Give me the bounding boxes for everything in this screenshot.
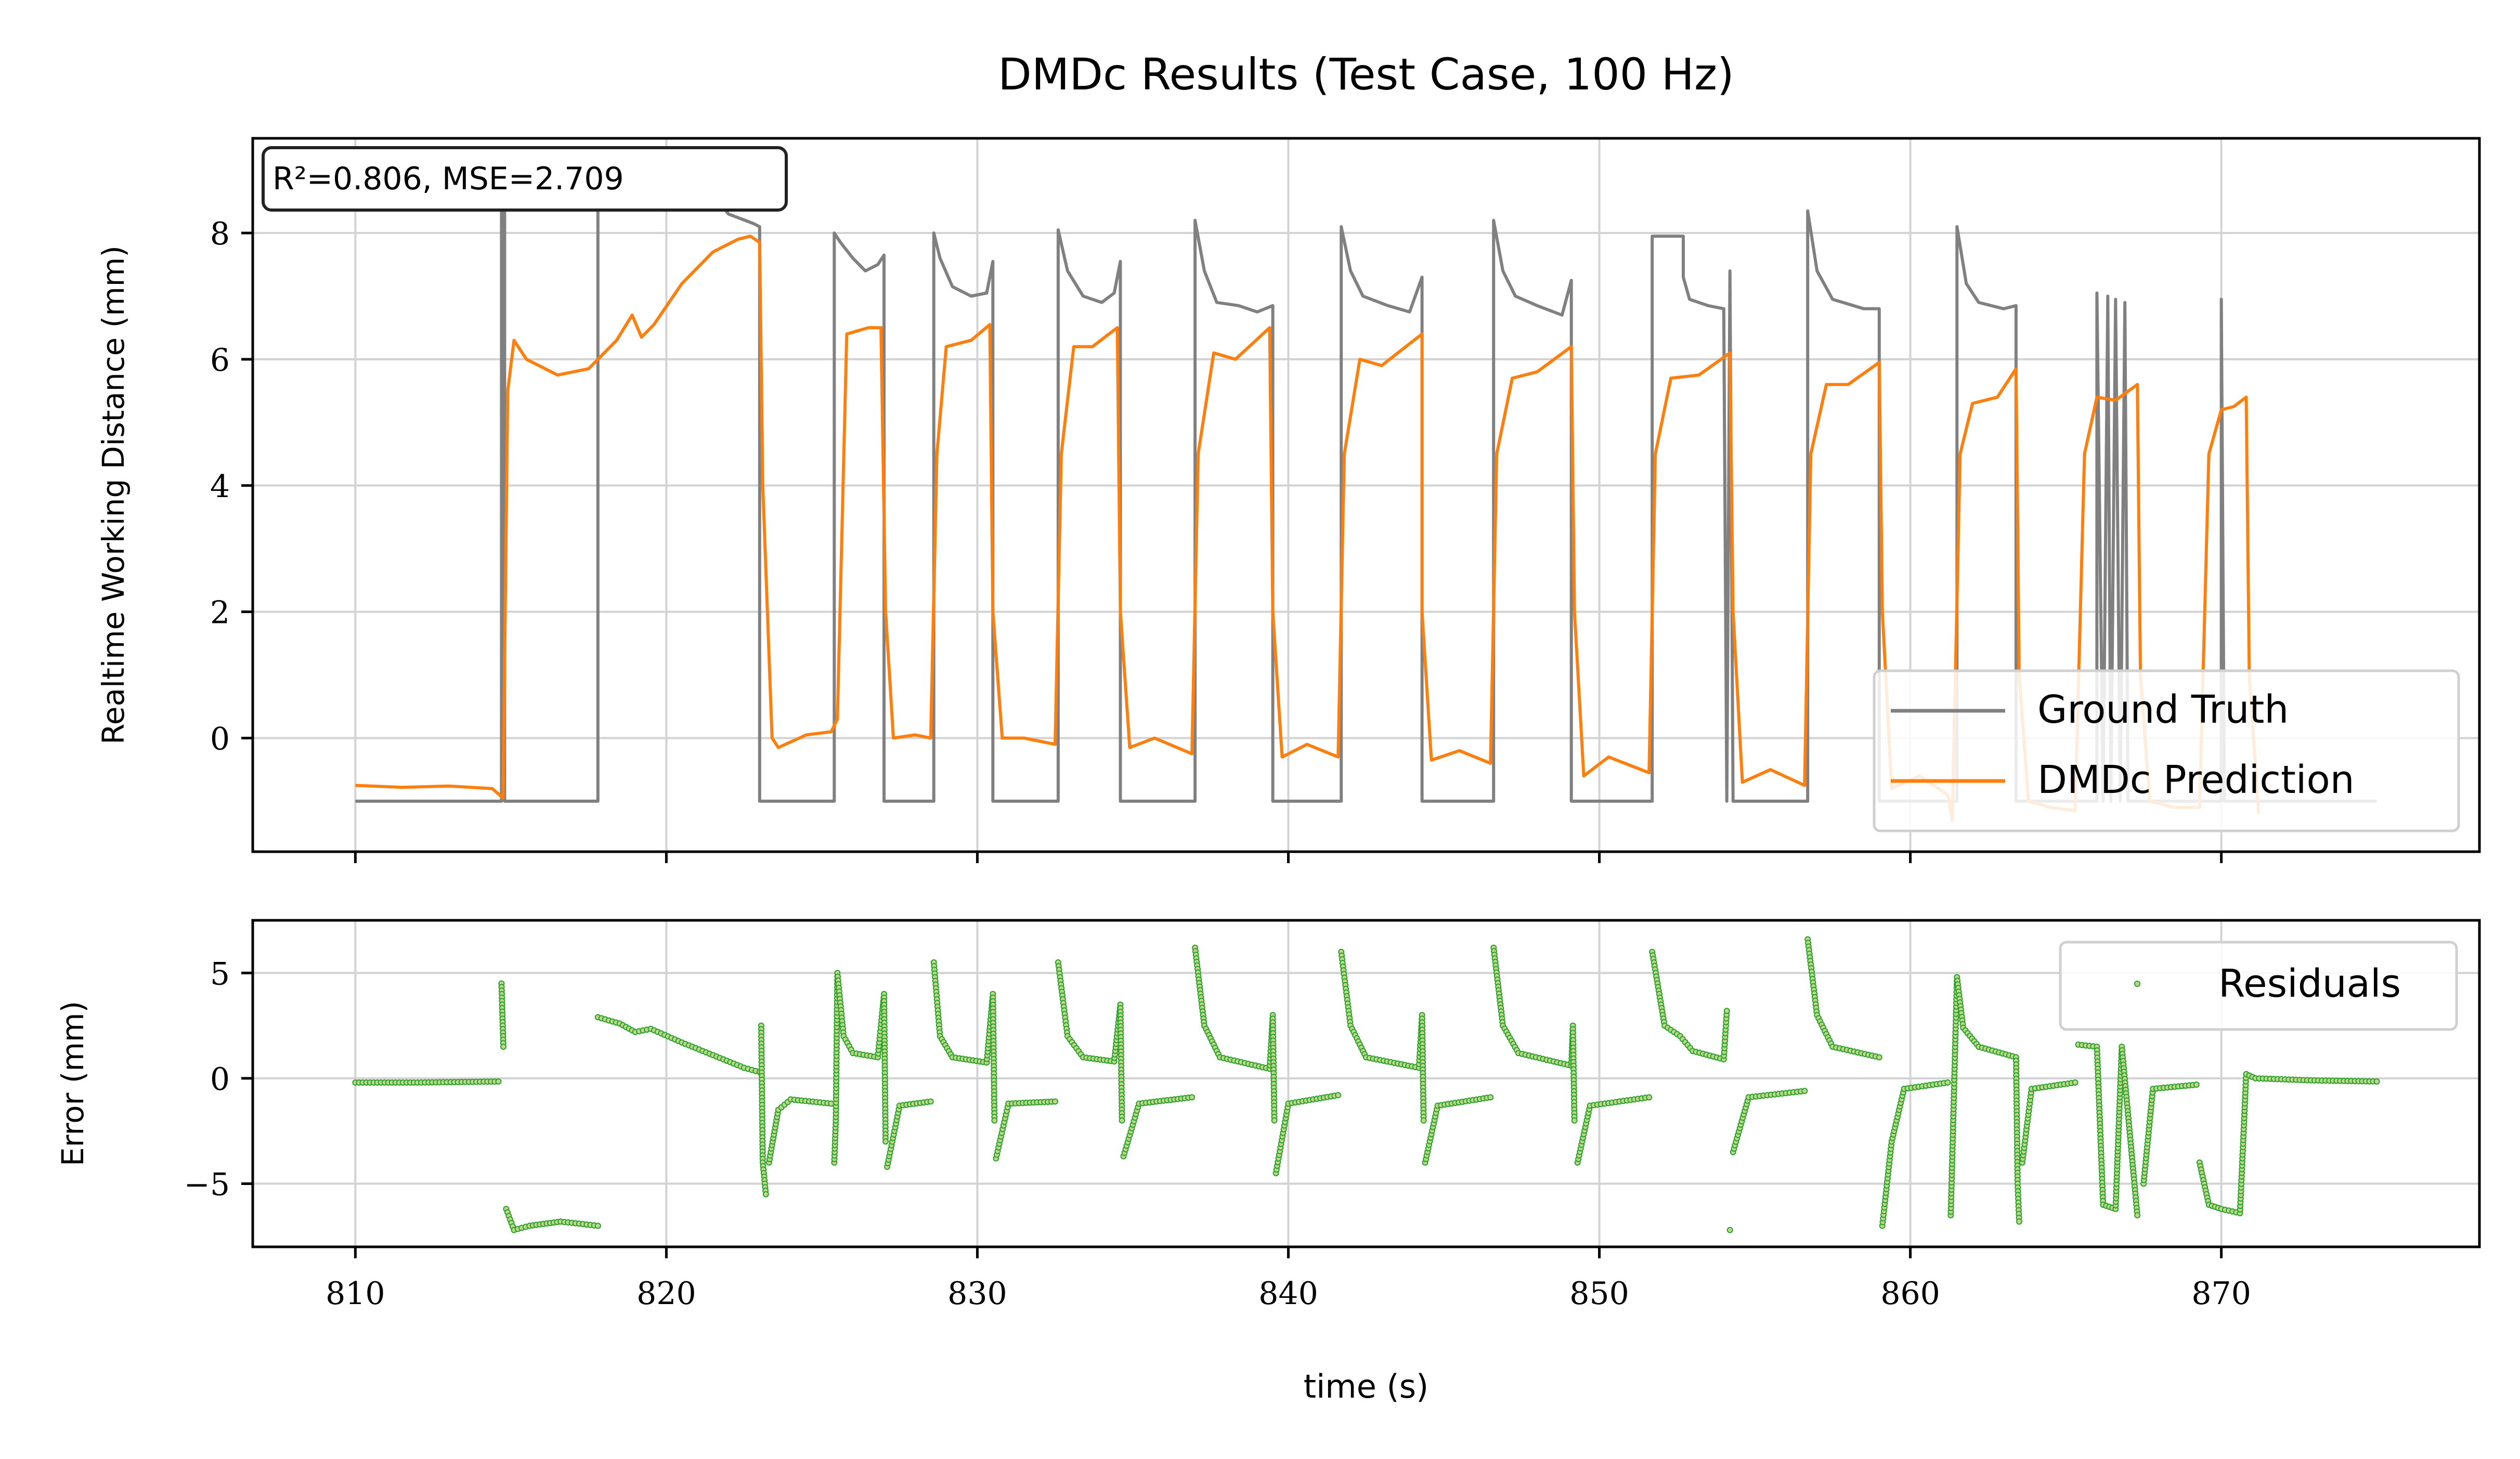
residual-point <box>1335 1092 1342 1099</box>
residual-point <box>1051 1098 1058 1105</box>
top-legend: Ground Truth DMDc Prediction <box>1873 669 2460 832</box>
top-ticks: 0 2 4 6 8 <box>210 216 2223 863</box>
residual-point <box>1801 1088 1808 1095</box>
residual-point <box>927 1098 934 1105</box>
residual-points <box>352 936 2380 1233</box>
residual-point <box>1571 1117 1578 1124</box>
residual-point <box>1271 1117 1278 1124</box>
top-y-tick-label: 4 <box>210 468 230 505</box>
residual-point <box>2193 1082 2200 1088</box>
metrics-annotation: R²=0.806, MSE=2.709 <box>262 146 788 212</box>
residual-point <box>1723 1008 1730 1014</box>
residual-point <box>1646 1094 1653 1101</box>
residual-point <box>2373 1078 2380 1085</box>
residual-point <box>1189 1094 1196 1101</box>
bottom-y-label: Error (mm) <box>55 1001 90 1166</box>
x-tick-label: 820 <box>637 1275 696 1312</box>
bottom-ticks: 810 820 830 840 850 860 870 −5 0 5 <box>184 956 2251 1312</box>
top-axes-frame <box>251 137 2481 853</box>
top-y-tick-label: 2 <box>210 595 230 631</box>
residual-point <box>1420 1117 1427 1124</box>
residual-point <box>2072 1079 2079 1086</box>
legend-swatch-residuals <box>2134 981 2140 987</box>
x-axis-label: time (s) <box>1304 1367 1428 1405</box>
residual-point <box>2134 1212 2141 1219</box>
residual-point <box>500 1044 507 1050</box>
top-y-tick-label: 0 <box>210 721 230 757</box>
x-tick-label: 860 <box>1880 1275 1940 1312</box>
ground-truth-line <box>355 181 2377 803</box>
residual-point <box>1119 1117 1125 1124</box>
residual-point <box>1944 1079 1951 1086</box>
residual-point <box>1726 1227 1733 1233</box>
x-tick-label: 830 <box>947 1275 1007 1312</box>
legend-label-ground-truth: Ground Truth <box>2037 687 2289 732</box>
bottom-y-tick-label: 5 <box>210 956 230 992</box>
residual-point <box>882 1138 889 1145</box>
residual-point <box>1876 1054 1882 1061</box>
top-y-tick-label: 6 <box>210 342 230 379</box>
legend-label-prediction: DMDc Prediction <box>2037 758 2355 802</box>
residual-point <box>2016 1218 2022 1225</box>
bottom-y-tick-label: −5 <box>184 1166 230 1203</box>
chart-title: DMDc Results (Test Case, 100 Hz) <box>998 49 1734 100</box>
bottom-y-tick-label: 0 <box>210 1061 230 1098</box>
top-y-label: Realtime Working Distance (mm) <box>96 245 131 745</box>
metrics-text: R²=0.806, MSE=2.709 <box>272 161 624 197</box>
legend-label-residuals: Residuals <box>2218 961 2401 1006</box>
x-tick-label: 840 <box>1258 1275 1318 1312</box>
top-panel: 0 2 4 6 8 Realtime Working Distance (mm) R²=… <box>96 137 2481 863</box>
top-y-tick-label: 8 <box>210 216 230 252</box>
residual-point <box>1487 1094 1494 1101</box>
residual-point <box>991 1117 998 1124</box>
x-tick-label: 810 <box>326 1275 385 1312</box>
prediction-line <box>355 235 2261 822</box>
residual-point <box>594 1222 601 1229</box>
x-tick-label: 850 <box>1569 1275 1629 1312</box>
residual-point <box>762 1191 769 1197</box>
bottom-legend: Residuals <box>2059 941 2458 1031</box>
bottom-axes-frame <box>251 919 2481 1248</box>
x-tick-label: 870 <box>2191 1275 2251 1312</box>
residual-point <box>495 1078 502 1085</box>
bottom-panel: 810 820 830 840 850 860 870 −5 0 5 Error (mm) tim… <box>55 919 2481 1405</box>
